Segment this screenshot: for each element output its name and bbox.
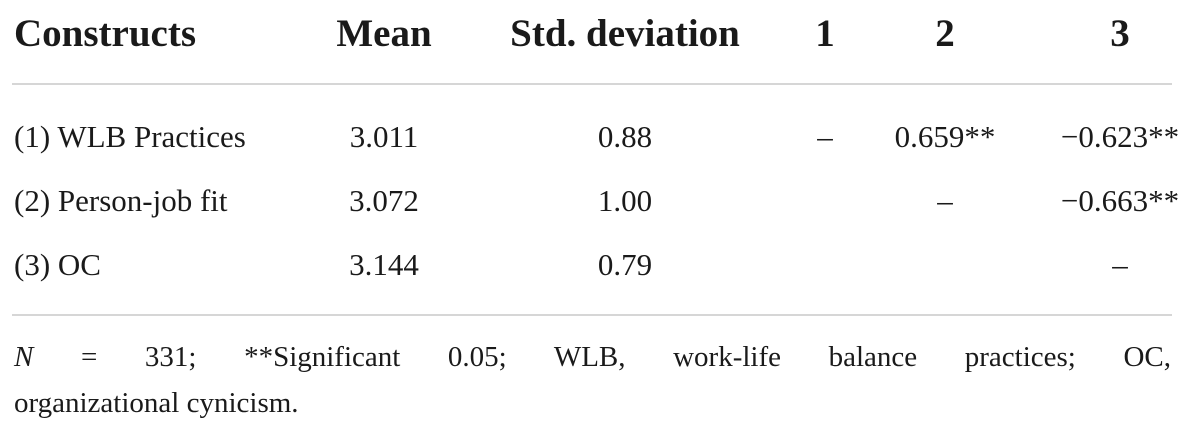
header-col-3: 3: [1110, 12, 1130, 55]
header-mean: Mean: [336, 12, 432, 55]
row-2-mean: 3.072: [349, 183, 419, 218]
header-std-deviation: Std. deviation: [510, 12, 740, 55]
row-3-construct: (3) OC: [14, 247, 101, 282]
row-2-col-2: –: [937, 183, 953, 218]
row-3-col-3: –: [1112, 247, 1128, 282]
header-divider: [12, 83, 1172, 85]
header-col-2: 2: [935, 12, 955, 55]
row-2-col-3: −0.663**: [1060, 183, 1180, 218]
footnote-line-2: organizational cynicism.: [14, 387, 299, 419]
footnote-line-1: N = 331; **Significant 0.05; WLB, work-l…: [14, 334, 1171, 380]
row-2-col-1: [795, 181, 855, 221]
footnote-n-label: N: [14, 341, 34, 373]
row-2-construct: (2) Person-job fit: [14, 183, 228, 218]
row-1-mean: 3.011: [349, 119, 419, 154]
row-3-sd: 0.79: [597, 247, 653, 282]
row-1-col-2: 0.659**: [894, 119, 996, 154]
row-1-construct: (1) WLB Practices: [14, 119, 246, 154]
row-1-col-3: −0.623**: [1060, 119, 1180, 154]
footnote-line-1-text: = 331; **Significant 0.05; WLB, work-lif…: [33, 341, 1171, 373]
table-footnote: N = 331; **Significant 0.05; WLB, work-l…: [14, 334, 1171, 426]
row-3-col-2: [870, 245, 1020, 285]
row-3-col-1: [795, 245, 855, 285]
row-1-sd: 0.88: [597, 119, 653, 154]
row-3-mean: 3.144: [349, 247, 419, 282]
row-2-sd: 1.00: [597, 183, 653, 218]
footnote-divider: [12, 314, 1172, 316]
header-constructs: Constructs: [14, 12, 196, 55]
header-col-1: 1: [815, 12, 835, 55]
row-1-col-1: –: [817, 119, 833, 154]
